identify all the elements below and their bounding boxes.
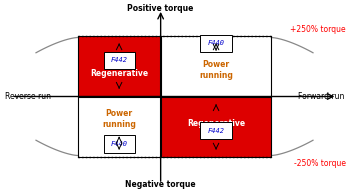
Text: F442: F442 (111, 57, 128, 63)
Text: Regenerative: Regenerative (187, 119, 245, 128)
Text: +250% torque: +250% torque (290, 25, 346, 34)
Text: Positive torque: Positive torque (127, 4, 194, 13)
Bar (200, 122, 232, 139)
Bar (161, 96, 272, 157)
Bar (77, 96, 161, 157)
Text: Reverse run: Reverse run (5, 92, 51, 101)
Bar (77, 36, 161, 96)
Text: Negative torque: Negative torque (125, 180, 196, 189)
Bar (104, 135, 135, 153)
Text: Power
running: Power running (199, 60, 233, 80)
Bar (104, 52, 135, 69)
Text: F442: F442 (208, 128, 224, 134)
Bar (200, 35, 232, 52)
Text: Forward run: Forward run (298, 92, 344, 101)
Bar (161, 36, 272, 96)
Text: -250% torque: -250% torque (294, 159, 346, 168)
Text: Power
running: Power running (102, 109, 136, 129)
Text: F440: F440 (208, 40, 224, 46)
Text: Regenerative: Regenerative (90, 69, 148, 78)
Text: F440: F440 (111, 141, 128, 147)
